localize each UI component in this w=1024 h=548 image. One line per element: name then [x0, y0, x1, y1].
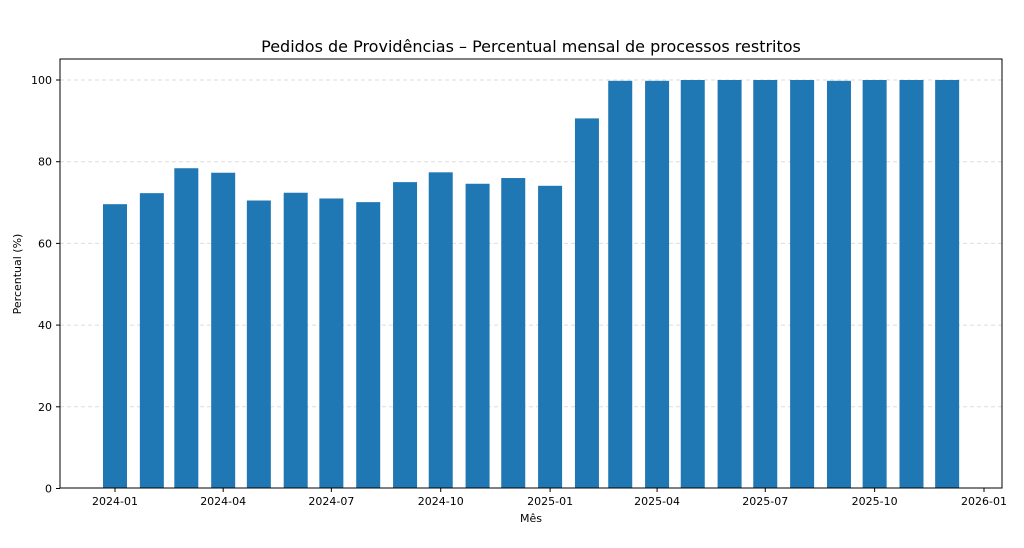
bar-2024-05 — [246, 200, 271, 489]
bar-2025-11 — [899, 80, 924, 489]
chart-title: Pedidos de Providências – Percentual men… — [261, 37, 801, 56]
x-axis-label: Mês — [520, 512, 542, 525]
bar-2024-12 — [501, 178, 526, 489]
bar-2025-01 — [538, 185, 563, 489]
bar-2024-09 — [393, 182, 418, 489]
bar-2024-04 — [211, 172, 236, 489]
y-tick-label: 40 — [38, 319, 52, 332]
x-tick-label: 2025-01 — [527, 495, 573, 508]
bar-2025-05 — [680, 80, 705, 489]
x-tick-label: 2025-07 — [742, 495, 788, 508]
y-tick-label: 60 — [38, 237, 52, 250]
y-axis-label: Percentual (%) — [11, 234, 24, 315]
axes-frame — [59, 58, 1003, 489]
y-tick-label: 20 — [38, 401, 52, 414]
y-tick-label: 100 — [31, 74, 52, 87]
y-tick-label: 80 — [38, 156, 52, 169]
bar-2025-03 — [608, 80, 633, 489]
bar-2024-02 — [139, 193, 164, 489]
bar-2025-08 — [790, 80, 815, 489]
x-tick-label: 2024-04 — [200, 495, 246, 508]
bar-2024-08 — [356, 202, 381, 489]
x-tick-label: 2024-07 — [308, 495, 354, 508]
bar-2025-10 — [862, 80, 887, 489]
x-tick-label: 2024-10 — [418, 495, 464, 508]
bar-2024-10 — [428, 172, 453, 489]
x-tick-label: 2025-04 — [634, 495, 680, 508]
x-tick-label: 2025-10 — [852, 495, 898, 508]
x-tick-label: 2026-01 — [961, 495, 1007, 508]
bar-2024-03 — [174, 168, 199, 489]
y-tick-label: 0 — [45, 483, 52, 496]
bar-2025-06 — [717, 80, 742, 489]
bar-2024-07 — [319, 198, 344, 489]
bar-2024-01 — [103, 204, 127, 489]
bar-2025-12 — [935, 80, 960, 489]
bar-2025-02 — [574, 118, 599, 489]
bar-2024-06 — [283, 192, 308, 489]
bar-2024-11 — [465, 183, 490, 489]
x-tick-label: 2024-01 — [92, 495, 138, 508]
bar-2025-07 — [753, 80, 778, 489]
bar-2025-09 — [826, 80, 851, 489]
bar-2025-04 — [645, 80, 670, 489]
